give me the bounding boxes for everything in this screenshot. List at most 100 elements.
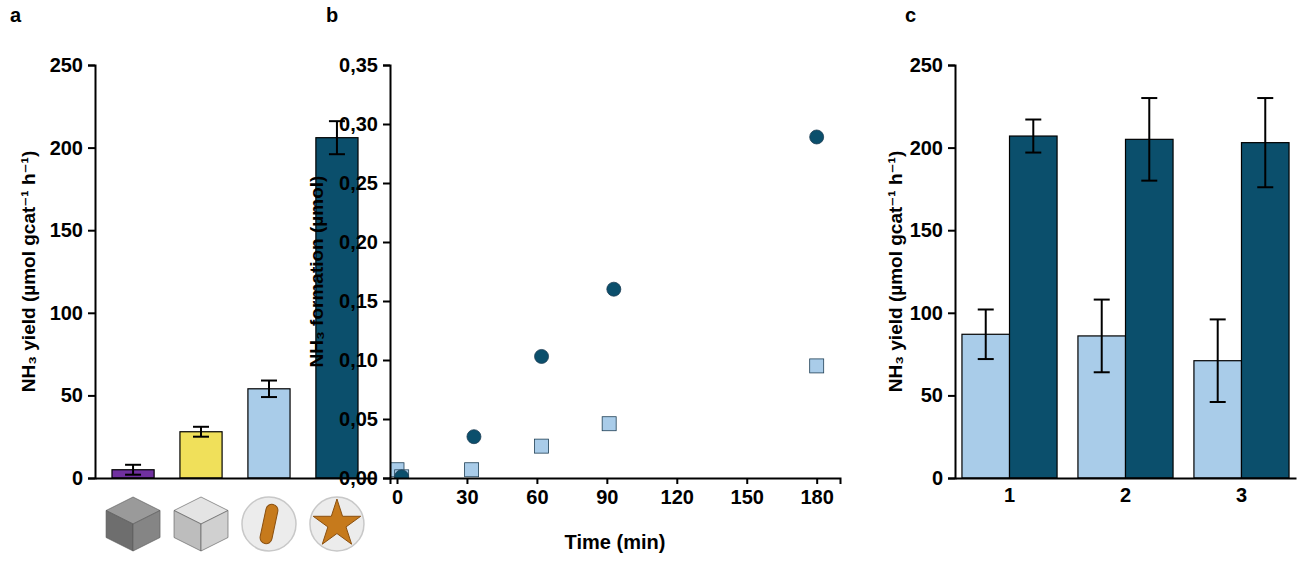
y-axis-tick-mark [383, 301, 390, 303]
point [465, 463, 479, 477]
x-axis-tick: 90 [596, 478, 618, 508]
x-axis-tick-mark [396, 478, 398, 484]
x-axis-tick: 30 [456, 478, 478, 508]
category-icon [310, 497, 364, 551]
error-bar-line [336, 121, 338, 154]
y-axis-tick-label: 0,15 [339, 290, 378, 312]
x-axis-title: Time (min) [565, 531, 666, 553]
panel-label: c [905, 4, 916, 26]
error-bar-line [261, 396, 277, 398]
bar [1010, 136, 1058, 478]
x-axis-tick: 120 [661, 478, 694, 508]
point [395, 470, 409, 478]
cube-face [106, 511, 133, 552]
x-axis-tick-label: 30 [456, 486, 478, 508]
y-axis-tick-label: 0,10 [339, 349, 378, 371]
y-axis-tick-label: 250 [50, 54, 83, 76]
x-axis-tick-mark [816, 478, 818, 484]
error-bar-line [261, 380, 277, 382]
error-bar-line [329, 153, 345, 155]
x-tick-label: 2 [1120, 484, 1131, 506]
x-axis-tick-label: 0 [392, 486, 403, 508]
y-axis-title: NH₃ yield (µmol gcat⁻¹ h⁻¹) [885, 151, 906, 392]
y-axis-line [383, 66, 391, 479]
y-axis: 050100150200250 [910, 54, 956, 489]
y-axis-tick: 250 [50, 54, 95, 76]
bar [1126, 139, 1174, 478]
y-axis-tick: 0,00 [339, 467, 390, 489]
nanostar [313, 499, 360, 544]
y-axis-tick: 100 [50, 302, 95, 324]
plot-area [390, 130, 824, 478]
y-axis: 050100150200250 [50, 54, 96, 489]
y-axis-tick: 150 [910, 219, 955, 241]
y-axis-tick-mark [88, 147, 95, 149]
y-axis-tick-label: 50 [61, 384, 83, 406]
error-bar-line [125, 474, 141, 476]
panel: 123050100150200250NH₃ yield (µmol gcat⁻¹… [885, 4, 1296, 506]
error-bar-line [1148, 98, 1150, 181]
point [602, 417, 616, 431]
y-axis-tick-label: 100 [910, 302, 943, 324]
y-axis-tick-label: 0,20 [339, 231, 378, 253]
panel: 050100150200250NH₃ yield (µmol gcat⁻¹ h⁻… [10, 4, 376, 551]
error-bar-line [193, 436, 209, 438]
point [810, 359, 824, 373]
error-bar-line [1257, 97, 1273, 99]
y-axis-tick: 0 [932, 467, 955, 489]
x-axis-tick-mark [606, 478, 608, 484]
y-axis-tick-mark [948, 147, 955, 149]
panel-label: b [326, 4, 338, 26]
category-icon [174, 497, 228, 551]
y-axis-tick-mark [948, 230, 955, 232]
error-bar-line [125, 464, 141, 466]
point [535, 349, 549, 363]
y-axis-tick-label: 0,05 [339, 408, 378, 430]
x-axis-tick-mark [466, 478, 468, 484]
y-axis-tick: 100 [910, 302, 955, 324]
y-axis-tick-mark [88, 230, 95, 232]
y-axis-tick: 200 [50, 137, 95, 159]
error-bar [1025, 120, 1041, 153]
y-axis-title: NH₃ yield (µmol gcat⁻¹ h⁻¹) [18, 151, 39, 392]
y-axis-tick-label: 0,35 [339, 54, 378, 76]
error-bar-line [1101, 300, 1103, 373]
x-axis-tick-label: 90 [596, 486, 618, 508]
error-bar-line [1210, 401, 1226, 403]
error-bar-line [1210, 318, 1226, 320]
nanorod [259, 503, 279, 545]
y-axis-tick-mark [383, 419, 390, 421]
y-axis-tick: 0,15 [339, 290, 390, 312]
y-axis-tick-label: 200 [910, 137, 943, 159]
error-bar-line [200, 427, 202, 437]
cube-face [201, 511, 228, 552]
error-bar-line [985, 309, 987, 359]
error-bar-line [268, 381, 270, 398]
cube-face [174, 511, 201, 552]
y-axis-tick: 0,30 [339, 113, 390, 135]
x-axis-tick: 0 [392, 478, 403, 508]
error-bar-line [193, 426, 209, 428]
error-bar-line [978, 358, 994, 360]
error-bar [1257, 98, 1273, 187]
x-axis-tick: 150 [731, 478, 764, 508]
y-axis-tick-label: 100 [50, 302, 83, 324]
y-axis-tick-mark [88, 395, 95, 397]
panel: 0 30 60 90 120 150 180 Time (min) 0,00 0,05 0,10 0,… [306, 4, 840, 553]
x-axis-tick-label: 180 [800, 486, 833, 508]
y-axis-tick: 50 [61, 384, 95, 406]
x-axis-tick-mark [676, 478, 678, 484]
y-axis-tick-label: 0,00 [339, 467, 378, 489]
y-axis-tick-mark [948, 395, 955, 397]
y-axis-tick-label: 50 [921, 384, 943, 406]
y-axis-line [948, 66, 956, 479]
y-axis-tick-mark [383, 65, 390, 67]
y-axis-tick: 150 [50, 219, 95, 241]
figure: 050100150200250NH₃ yield (µmol gcat⁻¹ h⁻… [0, 0, 1307, 563]
error-bar-line [1257, 186, 1273, 188]
x-tick-label: 1 [1004, 484, 1015, 506]
error-bar-line [1141, 180, 1157, 182]
x-axis-line [956, 478, 1297, 480]
x-axis-tick-label: 60 [526, 486, 548, 508]
bar [248, 389, 290, 478]
